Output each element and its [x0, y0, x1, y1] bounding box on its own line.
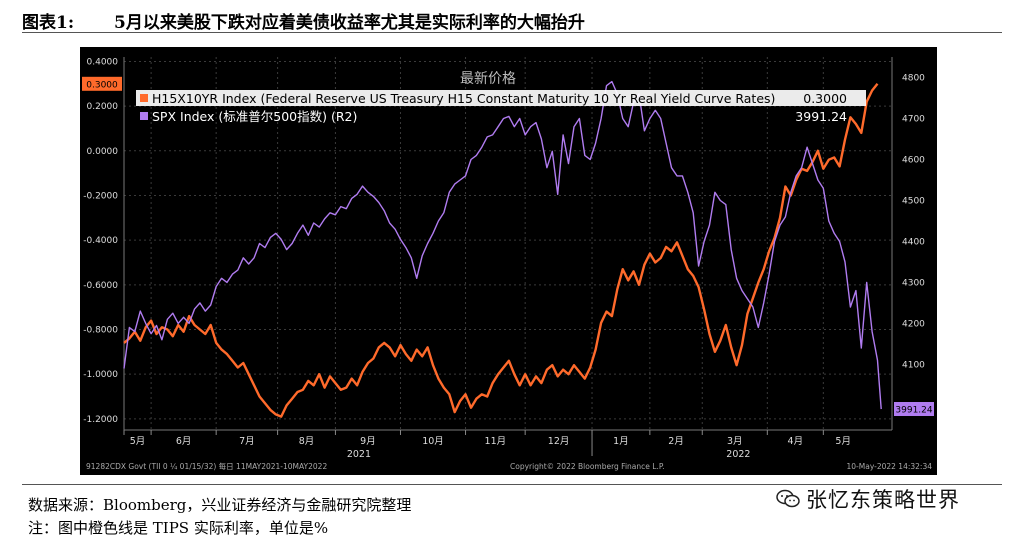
- right-axis-ticks: 4800 4700 4600 4500 4400 4300 4200 4100: [902, 73, 925, 370]
- left-tick-label: -0.8000: [83, 325, 118, 335]
- wechat-icon: [776, 489, 800, 508]
- month-label: 6月: [176, 436, 192, 447]
- month-label: 9月: [360, 436, 376, 447]
- legend-series-1-name: H15X10YR Index (Federal Reserve US Treas…: [152, 91, 775, 106]
- month-label: 5月: [130, 436, 146, 447]
- left-tick-label: 0.4000: [87, 57, 119, 67]
- right-tick-label: 4600: [902, 155, 925, 165]
- footer-rule: [22, 484, 1002, 485]
- watermark: 张忆东策略世界: [776, 484, 960, 514]
- right-tick-label: 4100: [902, 360, 925, 370]
- left-current-badge-text: 0.3000: [86, 80, 118, 90]
- legend: 最新价格 H15X10YR Index (Federal Reserve US …: [136, 71, 866, 124]
- right-tick-label: 4400: [902, 237, 925, 247]
- real-yield-line: [123, 83, 879, 418]
- month-label: 4月: [788, 436, 804, 447]
- month-label: 12月: [548, 436, 570, 447]
- left-current-badge: [82, 76, 122, 91]
- legend-series-2-value: 3991.24: [795, 109, 847, 124]
- month-label: 11月: [485, 436, 507, 447]
- right-tick-label: 4500: [902, 196, 925, 206]
- legend-swatch-1: [140, 94, 148, 102]
- bottom-bar-left: 91282CDX Govt (TII 0 ¼ 01/15/32) 每日 11MA…: [86, 461, 327, 471]
- right-current-badge-text: 3991.24: [895, 405, 932, 415]
- figure-title: 5月以来美股下跌对应着美债收益率尤其是实际利率的大幅抬升: [114, 13, 585, 33]
- legend-series-1-value: 0.3000: [803, 91, 847, 106]
- legend-series-2-name: SPX Index (标准普尔500指数) (R2): [152, 109, 357, 124]
- left-tick-label: -1.2000: [83, 415, 118, 425]
- figure-header: 图表1: 5月以来美股下跌对应着美债收益率尤其是实际利率的大幅抬升: [22, 6, 1002, 33]
- right-tick-label: 4300: [902, 278, 925, 288]
- left-tick-label: -1.0000: [83, 370, 118, 380]
- figure-label: 图表1:: [22, 13, 75, 33]
- left-tick-label: 0.2000: [87, 102, 119, 112]
- right-tick-label: 4200: [902, 319, 925, 329]
- month-label: 10月: [422, 436, 444, 447]
- legend-row-1-bg: [136, 90, 866, 106]
- bottom-bar: 91282CDX Govt (TII 0 ¼ 01/15/32) 每日 11MA…: [86, 461, 932, 471]
- right-tick-label: 4700: [902, 114, 925, 124]
- right-current-badge: [894, 401, 934, 416]
- watermark-text: 张忆东策略世界: [806, 488, 960, 512]
- left-tick-label: -0.6000: [83, 281, 118, 291]
- bottom-bar-right: 10-May-2022 14:32:34: [847, 462, 933, 471]
- month-label: 3月: [727, 436, 743, 447]
- series-layer: [123, 80, 882, 418]
- legend-title: 最新价格: [460, 71, 516, 87]
- value-badges: 0.3000 3991.24: [82, 76, 934, 416]
- line-chart: 0.4000 0.2000 0.0000 -0.2000 -0.4000 -0.6000 -…: [82, 57, 934, 471]
- month-label: 7月: [239, 436, 255, 447]
- right-tick-label: 4800: [902, 73, 925, 83]
- year-label: 2022: [726, 449, 750, 460]
- left-axis-ticks: 0.4000 0.2000 0.0000 -0.2000 -0.4000 -0.6000 -…: [83, 57, 118, 424]
- year-label: 2021: [347, 449, 371, 460]
- grid-lines: [123, 57, 892, 430]
- source-note: 数据来源：Bloomberg，兴业证券经济与金融研究院整理: [28, 496, 412, 514]
- left-tick-label: -0.2000: [83, 191, 118, 201]
- bottom-bar-center: Copyright© 2022 Bloomberg Finance L.P.: [510, 462, 665, 471]
- month-label: 8月: [299, 436, 315, 447]
- legend-swatch-2: [140, 112, 148, 120]
- month-label: 5月: [835, 436, 851, 447]
- month-label: 1月: [613, 436, 629, 447]
- left-tick-label: 0.0000: [87, 147, 119, 157]
- month-label: 2月: [668, 436, 684, 447]
- spx-line: [123, 80, 882, 410]
- remark-note: 注：图中橙色线是 TIPS 实际利率，单位是%: [28, 519, 329, 537]
- left-tick-label: -0.4000: [83, 236, 118, 246]
- chart-panel: 0.4000 0.2000 0.0000 -0.2000 -0.4000 -0.6000 -…: [80, 47, 937, 475]
